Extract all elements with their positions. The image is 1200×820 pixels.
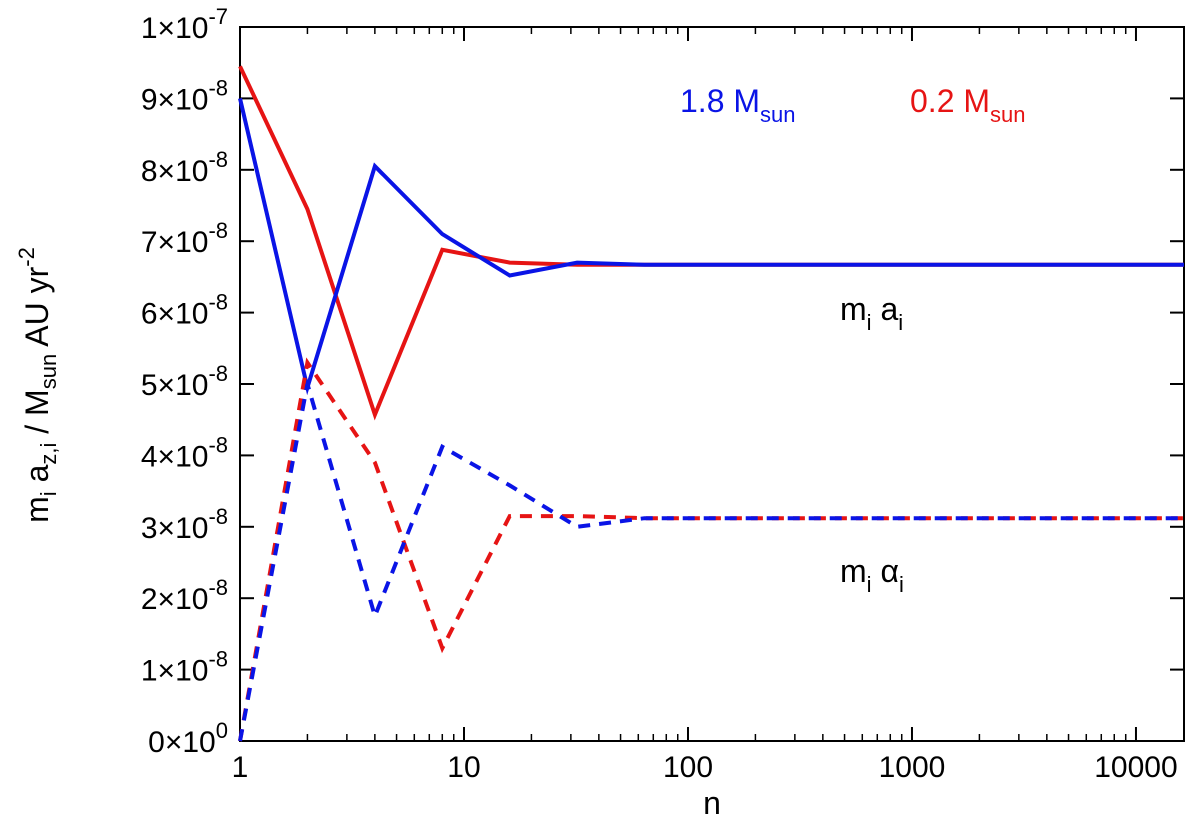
y-tick-label: 1×10-7 xyxy=(141,4,228,45)
plot-frame xyxy=(239,26,1185,742)
x-tick-label: 10000 xyxy=(1094,751,1177,784)
x-tick-label: 100 xyxy=(663,751,713,784)
x-axis-label: n xyxy=(703,785,721,820)
x-tick-label: 10 xyxy=(447,751,480,784)
y-axis-label: mi az,i / Msun AU yr-2 xyxy=(14,247,61,523)
series-line-1 xyxy=(238,97,1184,396)
y-tick-label: 6×10-8 xyxy=(141,290,228,331)
series-line-2 xyxy=(238,357,1184,742)
legend-entry-1-8-msun: 1.8 Msun xyxy=(680,83,796,127)
y-tick-label: 1×10-8 xyxy=(141,647,228,688)
y-tick-label: 2×10-8 xyxy=(141,575,228,616)
y-tick-label: 5×10-8 xyxy=(141,361,228,402)
series-line-3 xyxy=(238,383,1184,742)
x-tick-label: 1 xyxy=(232,751,249,784)
legend-entry-0-2-msun: 0.2 Msun xyxy=(910,83,1026,127)
y-tick-label: 3×10-8 xyxy=(141,504,228,545)
ticks: 0×100 1×10-8 2×10-8 3×10-8 4×10-8 5×10-8 6×10-… xyxy=(141,4,1184,784)
y-tick-label: 4×10-8 xyxy=(141,432,228,473)
x-tick-label: 1000 xyxy=(879,751,946,784)
annotation-mi-ai: mi ai xyxy=(840,291,903,335)
y-tick-label: 8×10-8 xyxy=(141,147,228,188)
y-tick-label: 9×10-8 xyxy=(141,75,228,116)
series-group xyxy=(238,65,1184,742)
annotation-mi-alphai: mi αi xyxy=(840,553,904,597)
y-tick-label: 7×10-8 xyxy=(141,218,228,259)
y-tick-label: 0×100 xyxy=(148,718,228,759)
